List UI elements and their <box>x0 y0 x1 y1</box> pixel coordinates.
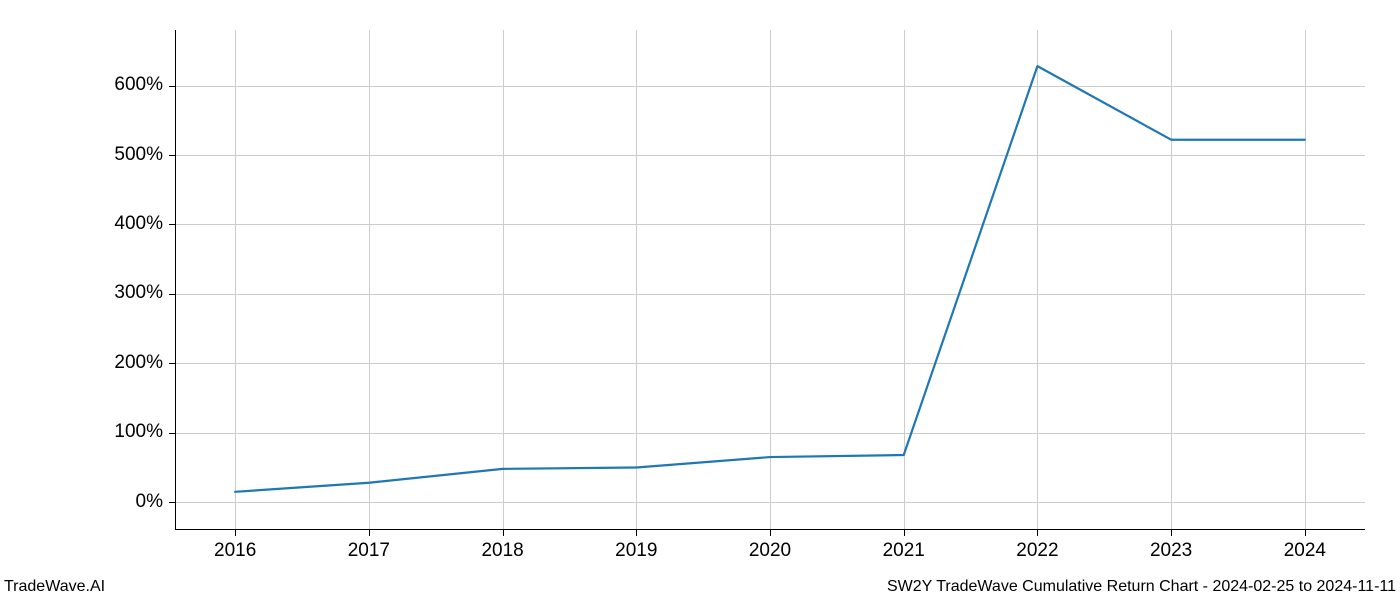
xtick-2016 <box>235 530 236 536</box>
xlabel-2017: 2017 <box>339 540 399 562</box>
xtick-2018 <box>503 530 504 536</box>
xlabel-2021: 2021 <box>874 540 934 562</box>
ylabel-200: 200% <box>95 352 163 374</box>
y-axis-spine <box>175 30 176 530</box>
xlabel-2018: 2018 <box>473 540 533 562</box>
xtick-2017 <box>369 530 370 536</box>
ytick-300 <box>169 294 175 295</box>
xlabel-2022: 2022 <box>1007 540 1067 562</box>
footer-caption: SW2Y TradeWave Cumulative Return Chart -… <box>887 578 1396 596</box>
plot-area <box>175 30 1365 530</box>
ylabel-500: 500% <box>95 144 163 166</box>
ytick-0 <box>169 502 175 503</box>
xtick-2021 <box>904 530 905 536</box>
xlabel-2016: 2016 <box>205 540 265 562</box>
xlabel-2024: 2024 <box>1275 540 1335 562</box>
ylabel-600: 600% <box>95 74 163 96</box>
ytick-200 <box>169 363 175 364</box>
ylabel-400: 400% <box>95 213 163 235</box>
xtick-2019 <box>636 530 637 536</box>
ylabel-0: 0% <box>95 491 163 513</box>
ytick-100 <box>169 433 175 434</box>
xtick-2022 <box>1037 530 1038 536</box>
ytick-400 <box>169 224 175 225</box>
xtick-2020 <box>770 530 771 536</box>
ytick-500 <box>169 155 175 156</box>
chart-container: 0% 100% 200% 300% 400% 500% 600% 2016 20… <box>0 0 1400 600</box>
xlabel-2023: 2023 <box>1141 540 1201 562</box>
ylabel-300: 300% <box>95 282 163 304</box>
xlabel-2020: 2020 <box>740 540 800 562</box>
xtick-2024 <box>1305 530 1306 536</box>
xlabel-2019: 2019 <box>606 540 666 562</box>
ylabel-100: 100% <box>95 421 163 443</box>
data-line <box>175 30 1365 530</box>
footer-brand: TradeWave.AI <box>4 578 105 596</box>
ytick-600 <box>169 86 175 87</box>
xtick-2023 <box>1171 530 1172 536</box>
